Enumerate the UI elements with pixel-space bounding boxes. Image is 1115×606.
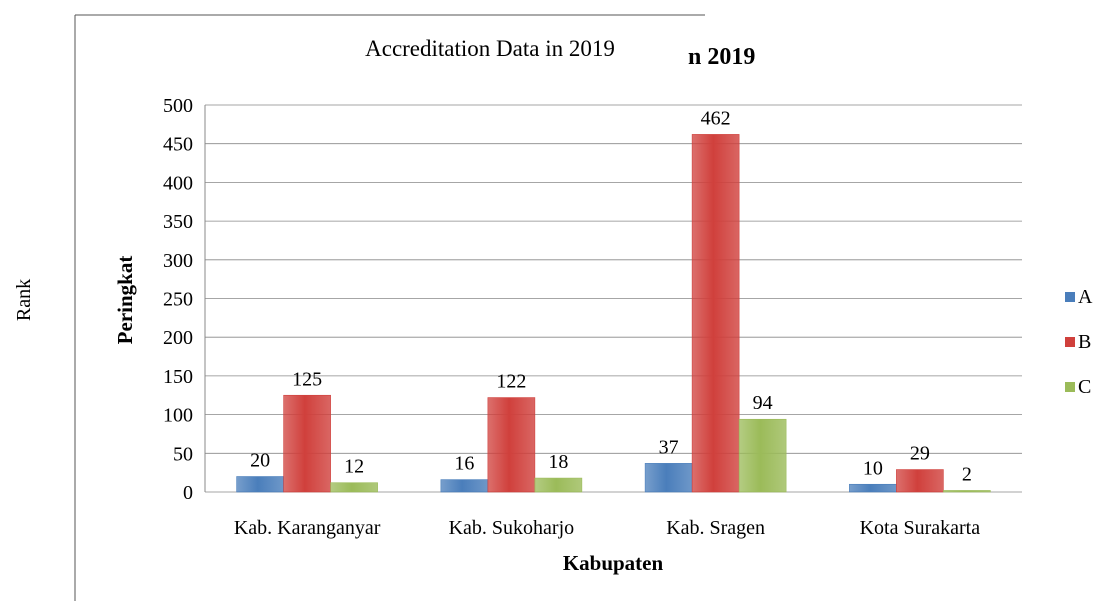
value-label: 2 [962,463,972,485]
y-tick-label: 300 [163,250,193,272]
bar [534,477,583,493]
bar [896,469,944,493]
value-label: 122 [496,371,526,393]
x-tick-label: Kab. Sragen [666,517,765,539]
x-tick-label: Kota Surakarta [860,517,981,539]
y-tick-label: 350 [163,211,193,233]
bar [236,476,284,493]
legend-swatch [1065,292,1075,302]
y-tick-label: 450 [163,134,193,156]
bar [691,134,740,493]
chart-title: Accreditation Data in 2019 [365,36,615,61]
y-tick-label: 250 [163,289,193,311]
side-label: Rank [13,279,35,321]
legend-swatch [1065,382,1075,392]
value-label: 125 [292,368,322,390]
value-label: 462 [701,107,731,129]
y-tick-label: 150 [163,366,193,388]
bar [330,482,378,493]
bar [440,479,489,493]
bar [849,483,897,493]
bar [283,394,331,493]
bar [487,397,536,493]
legend-label: C [1078,376,1091,398]
x-tick-label: Kab. Karanganyar [234,517,381,539]
bar [738,418,787,493]
y-tick-label: 50 [173,443,193,465]
y-tick-label: 400 [163,172,193,194]
y-tick-label: 500 [163,95,193,117]
y-tick-label: 100 [163,405,193,427]
value-label: 18 [548,451,568,473]
legend-swatch [1065,337,1075,347]
value-label: 10 [863,457,883,479]
title-box [300,17,684,65]
value-label: 94 [753,392,773,414]
value-label: 37 [659,436,679,458]
value-label: 20 [250,450,270,472]
y-tick-label: 200 [163,327,193,349]
bar [644,463,693,493]
legend-label: A [1078,286,1093,308]
bar [943,490,991,493]
y-tick-label: 0 [183,482,193,504]
value-label: 12 [344,456,364,478]
value-label: 16 [454,453,474,475]
y-axis-label: Peringkat [113,256,137,345]
x-tick-label: Kab. Sukoharjo [449,517,575,539]
value-label: 29 [910,443,930,465]
title-fragment: n 2019 [688,44,755,70]
x-axis-label: Kabupaten [563,551,664,575]
legend-label: B [1078,331,1091,353]
